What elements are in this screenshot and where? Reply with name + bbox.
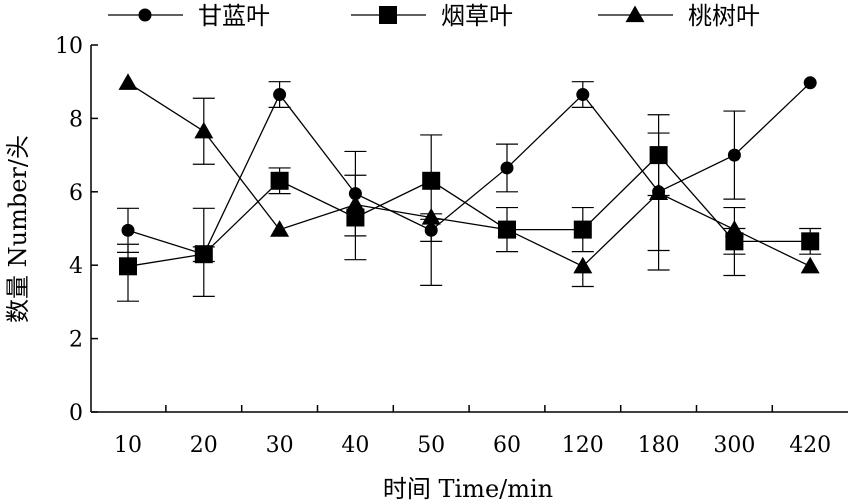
data-point-circle (121, 223, 135, 237)
error-bars (117, 81, 822, 302)
y-tick-label: 4 (69, 254, 83, 279)
y-axis-title: 数量 Number/头 (4, 135, 32, 323)
x-tick-label: 60 (493, 433, 521, 458)
data-point-square (270, 171, 289, 190)
data-point-circle (576, 88, 590, 102)
x-tick-label: 120 (562, 433, 604, 458)
data-point-circle (348, 187, 362, 201)
x-tick-label: 50 (417, 433, 445, 458)
legend-label: 桃树叶 (688, 2, 760, 30)
axes: 0 2 4 6 8 10 10 20 30 40 50 60 120 180 300 420 (55, 34, 848, 458)
legend-marker-square (379, 6, 397, 24)
data-point-triangle (649, 183, 669, 201)
data-point-triangle (345, 195, 365, 212)
x-tick-label: 420 (789, 433, 831, 458)
data-point-triangle (194, 121, 214, 139)
data-point-circle (424, 223, 438, 237)
data-point-triangle (800, 256, 820, 274)
y-tick-label: 6 (69, 181, 83, 206)
x-tick-label: 20 (190, 433, 218, 458)
data-point-square (649, 146, 668, 165)
legend-marker-circle (138, 8, 152, 22)
series-markers (118, 73, 820, 276)
y-tick-label: 2 (69, 328, 83, 353)
x-axis-title: 时间 Time/min (383, 475, 553, 503)
y-tick-label: 8 (69, 107, 83, 132)
series-line-triangle (127, 82, 811, 268)
series-lines (127, 82, 811, 268)
data-point-triangle (724, 220, 744, 237)
x-tick-label: 180 (638, 433, 680, 458)
y-tick-label: 0 (69, 401, 83, 426)
data-point-triangle (421, 207, 441, 225)
y-tick-label: 10 (55, 34, 83, 59)
series-line-circle (127, 82, 811, 255)
data-point-square (119, 257, 137, 276)
series-line-square (127, 154, 811, 267)
data-point-circle (500, 161, 514, 175)
x-tick-label: 40 (341, 433, 369, 458)
x-tick-label: 10 (114, 433, 142, 458)
data-point-square (801, 232, 820, 251)
data-point-square (422, 171, 441, 190)
legend-label: 烟草叶 (441, 2, 513, 30)
data-point-triangle (270, 220, 290, 237)
x-tick-label: 300 (713, 433, 755, 458)
legend-marker-triangle (625, 5, 645, 23)
data-point-circle (803, 76, 817, 90)
data-point-circle (727, 148, 741, 162)
data-point-square (346, 208, 365, 227)
data-point-triangle (573, 256, 593, 274)
legend: 甘蓝叶 烟草叶 桃树叶 (108, 2, 760, 30)
data-point-square (194, 245, 213, 264)
legend-label: 甘蓝叶 (198, 2, 270, 30)
data-point-triangle (497, 220, 517, 237)
x-tick-label: 30 (266, 433, 294, 458)
data-point-circle (273, 88, 287, 102)
data-point-triangle (118, 73, 138, 90)
data-point-square (725, 232, 744, 251)
data-point-square (573, 220, 592, 239)
